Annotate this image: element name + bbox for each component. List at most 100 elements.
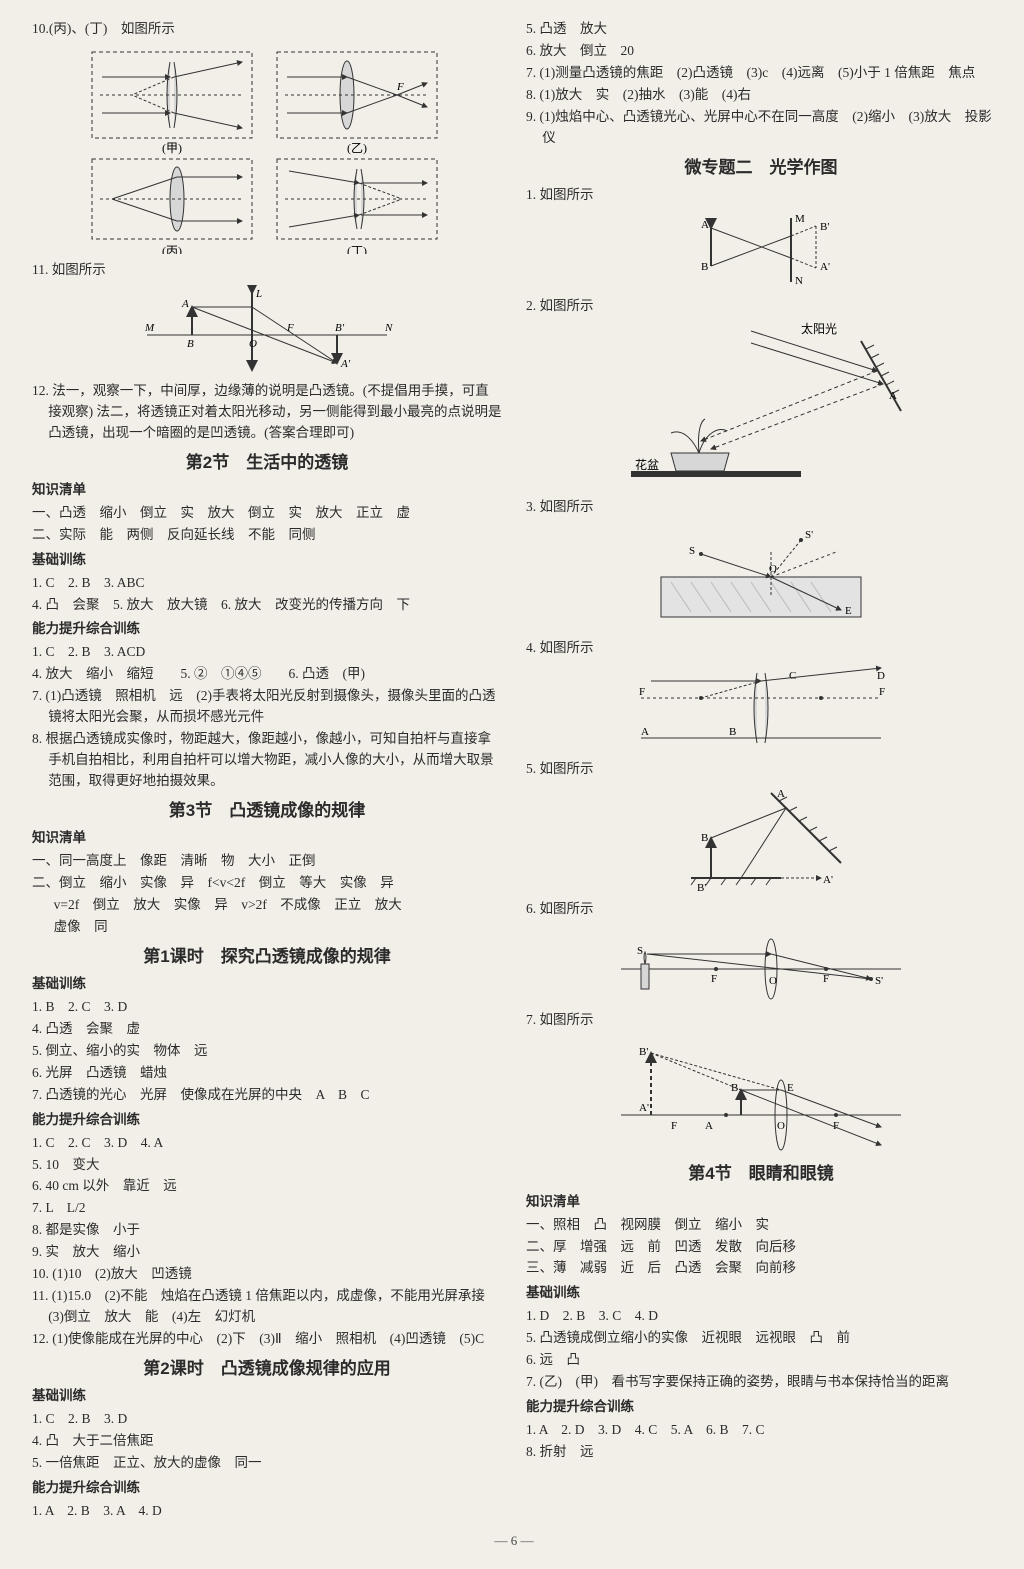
- sec3a-n10: 10. (1)10 (2)放大 凹透镜: [32, 1264, 502, 1285]
- svg-text:F: F: [396, 81, 404, 93]
- r-fig1-label: 1. 如图所示: [526, 185, 996, 206]
- sec4-i3: 三、薄 减弱 近 后 凸透 会聚 向前移: [526, 1258, 996, 1279]
- svg-text:A: A: [889, 390, 897, 402]
- svg-text:F: F: [639, 686, 645, 698]
- r-fig6-label: 6. 如图所示: [526, 899, 996, 920]
- r-fig3-label: 3. 如图所示: [526, 497, 996, 518]
- sec2-jcxl: 基础训练: [32, 550, 502, 571]
- svg-text:S': S': [875, 975, 883, 987]
- svg-text:(甲): (甲): [162, 141, 182, 155]
- svg-text:B: B: [729, 726, 736, 738]
- svg-text:F: F: [879, 686, 885, 698]
- wzt-title: 微专题二 光学作图: [526, 155, 996, 181]
- svg-text:B: B: [731, 1082, 738, 1094]
- sec4-j7: 7. (乙) (甲) 看书写字要保持正确的姿势，眼睛与书本保持恰当的距离: [526, 1372, 996, 1393]
- svg-text:O: O: [769, 975, 777, 987]
- svg-text:A': A': [823, 874, 833, 886]
- svg-text:S: S: [689, 545, 695, 557]
- svg-text:B': B': [697, 882, 706, 893]
- svg-text:F: F: [671, 1120, 677, 1132]
- r-fig2: A 太阳光 花盆: [526, 321, 996, 491]
- sec2-n1: 1. C 2. B 3. ACD: [32, 642, 502, 663]
- svg-text:N: N: [795, 275, 803, 287]
- svg-text:B: B: [187, 338, 194, 350]
- fig-lens-grid: (甲) F (乙): [32, 44, 502, 254]
- sec3a-jcxl: 基础训练: [32, 974, 502, 995]
- svg-text:S': S': [805, 529, 813, 541]
- sec4-j1: 1. D 2. B 3. C 4. D: [526, 1306, 996, 1327]
- q12-text: 12. 法一，观察一下，中间厚，边缘薄的说明是凸透镜。(不提倡用手摸，可直接观察…: [32, 381, 502, 444]
- right-column: 5. 凸透 放大 6. 放大 倒立 20 7. (1)测量凸透镜的焦距 (2)凸…: [526, 18, 996, 1523]
- r-fig6: S F F O S': [526, 924, 996, 1004]
- sec3b-jcxl: 基础训练: [32, 1386, 502, 1407]
- sec3a-nlts: 能力提升综合训练: [32, 1110, 502, 1131]
- page: 10.(丙)、(丁) 如图所示: [32, 18, 996, 1523]
- svg-text:B: B: [701, 261, 708, 273]
- sec3a-j5: 5. 倒立、缩小的实 物体 远: [32, 1041, 502, 1062]
- sec3a-j6: 6. 光屏 凸透镜 蜡烛: [32, 1063, 502, 1084]
- svg-text:B: B: [701, 832, 708, 844]
- sec2-i2: 二、实际 能 两侧 反向延长线 不能 同侧: [32, 525, 502, 546]
- left-column: 10.(丙)、(丁) 如图所示: [32, 18, 502, 1523]
- svg-text:D: D: [877, 670, 885, 682]
- section2-title: 第2节 生活中的透镜: [32, 450, 502, 476]
- sec2-n7: 7. (1)凸透镜 照相机 远 (2)手表将太阳光反射到摄像头，摄像头里面的凸透…: [32, 686, 502, 728]
- sec3a-n6: 6. 40 cm 以外 靠近 远: [32, 1176, 502, 1197]
- svg-text:B': B': [639, 1046, 648, 1058]
- svg-text:O: O: [249, 338, 257, 350]
- r-fig1: M N A B B' A': [526, 210, 996, 290]
- r-top-9: 9. (1)烛焰中心、凸透镜光心、光屏中心不在同一高度 (2)缩小 (3)放大 …: [526, 107, 996, 149]
- sec2-b1: 1. C 2. B 3. ABC: [32, 573, 502, 594]
- sec3-zsqd: 知识清单: [32, 828, 502, 849]
- sec3b-j4: 4. 凸 大于二倍焦距: [32, 1431, 502, 1452]
- sec3-i1: 一、同一高度上 像距 清晰 物 大小 正倒: [32, 851, 502, 872]
- svg-text:A: A: [777, 788, 785, 800]
- r-fig2-label: 2. 如图所示: [526, 296, 996, 317]
- section3-title: 第3节 凸透镜成像的规律: [32, 798, 502, 824]
- svg-text:O: O: [769, 563, 777, 575]
- sec3-i2a: 二、倒立 缩小 实像 异 f<v<2f 倒立 等大 实像 异: [32, 873, 502, 894]
- fig-11: L M N A B F O A' B': [32, 285, 502, 375]
- svg-text:A': A': [340, 358, 351, 370]
- sec3a-n9: 9. 实 放大 缩小: [32, 1242, 502, 1263]
- svg-text:(丁): (丁): [347, 244, 367, 254]
- section3b-title: 第2课时 凸透镜成像规律的应用: [32, 1356, 502, 1382]
- sec4-j6: 6. 远 凸: [526, 1350, 996, 1371]
- svg-text:L: L: [255, 288, 262, 300]
- sec4-i2: 二、厚 增强 远 前 凹透 发散 向后移: [526, 1237, 996, 1258]
- sec4-zsqd: 知识清单: [526, 1192, 996, 1213]
- sec3a-n8: 8. 都是实像 小于: [32, 1220, 502, 1241]
- sec3a-j1: 1. B 2. C 3. D: [32, 997, 502, 1018]
- sec3b-n1: 1. A 2. B 3. A 4. D: [32, 1501, 502, 1522]
- svg-text:N: N: [384, 322, 393, 334]
- sec3a-n1: 1. C 2. C 3. D 4. A: [32, 1133, 502, 1154]
- svg-text:(乙): (乙): [347, 141, 367, 155]
- svg-text:花盆: 花盆: [635, 457, 659, 472]
- r-fig7: E F F O B A B' A': [526, 1035, 996, 1155]
- section3a-title: 第1课时 探究凸透镜成像的规律: [32, 944, 502, 970]
- sec3a-n11: 11. (1)15.0 (2)不能 烛焰在凸透镜 1 倍焦距以内，成虚像，不能用…: [32, 1286, 502, 1328]
- r-fig3: S S' O E: [526, 522, 996, 632]
- svg-text:(丙): (丙): [162, 244, 182, 254]
- q11-text: 11. 如图所示: [32, 260, 502, 281]
- r-top-8: 8. (1)放大 实 (2)抽水 (3)能 (4)右: [526, 85, 996, 106]
- svg-text:O: O: [777, 1120, 785, 1132]
- svg-text:F: F: [711, 973, 717, 985]
- svg-text:A': A': [639, 1102, 649, 1114]
- sec4-i1: 一、照相 凸 视网膜 倒立 缩小 实: [526, 1215, 996, 1236]
- sec3-i2b: v=2f 倒立 放大 实像 异 v>2f 不成像 正立 放大: [32, 895, 502, 916]
- svg-text:A': A': [820, 261, 830, 273]
- r-fig5: B A B' A': [526, 783, 996, 893]
- r-fig7-label: 7. 如图所示: [526, 1010, 996, 1031]
- svg-text:B': B': [820, 221, 829, 233]
- sec3b-j5: 5. 一倍焦距 正立、放大的虚像 同一: [32, 1453, 502, 1474]
- r-top-5: 5. 凸透 放大: [526, 19, 996, 40]
- q10-text: 10.(丙)、(丁) 如图所示: [32, 19, 502, 40]
- page-number: — 6 —: [32, 1531, 996, 1551]
- r-top-7: 7. (1)测量凸透镜的焦距 (2)凸透镜 (3)c (4)远离 (5)小于 1…: [526, 63, 996, 84]
- sec4-j5: 5. 凸透镜成倒立缩小的实像 近视眼 远视眼 凸 前: [526, 1328, 996, 1349]
- sec3a-j4: 4. 凸透 会聚 虚: [32, 1019, 502, 1040]
- svg-text:M: M: [144, 322, 155, 334]
- sec3a-n12: 12. (1)使像能成在光屏的中心 (2)下 (3)Ⅱ 缩小 照相机 (4)凹透…: [32, 1329, 502, 1350]
- sec2-n4: 4. 放大 缩小 缩短 5. ② ①④⑤ 6. 凸透 (甲): [32, 664, 502, 685]
